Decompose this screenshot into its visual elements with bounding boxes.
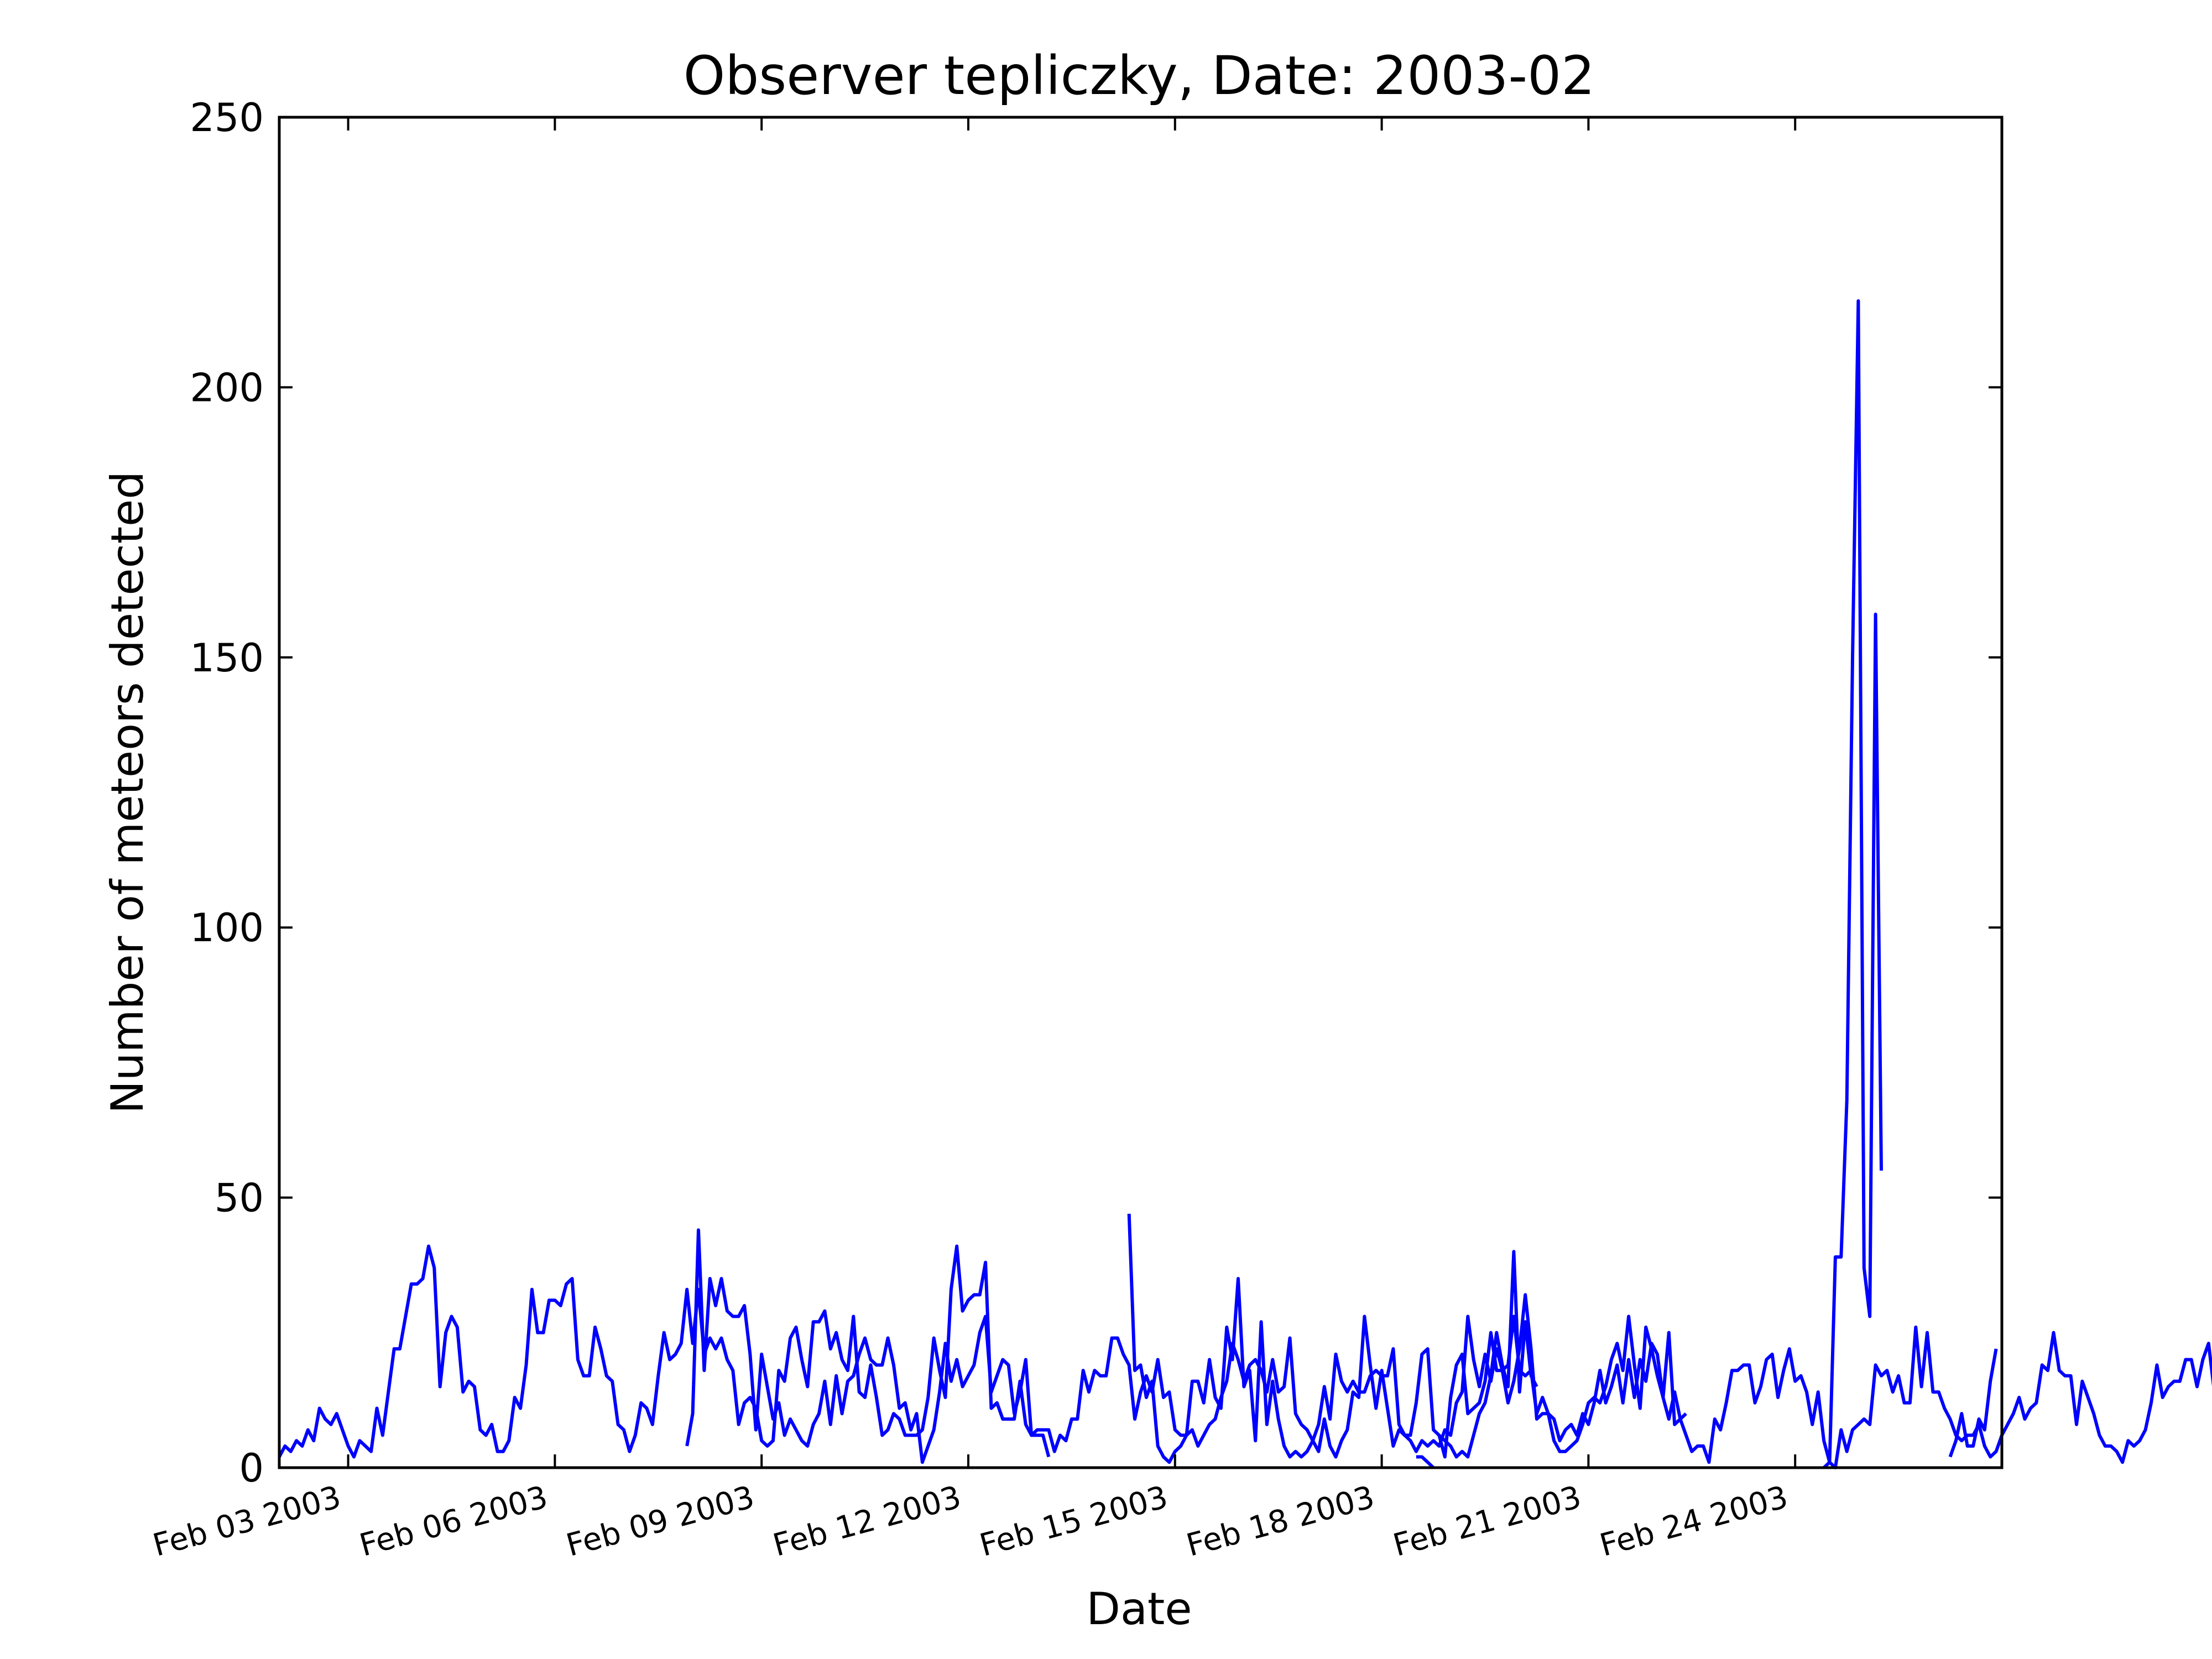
y-tick-label: 250 [190, 95, 264, 140]
plot-area [279, 117, 2002, 1468]
series-line-segment [1416, 1455, 1435, 1469]
y-tick-label: 150 [190, 635, 264, 681]
x-axis-label: Date [1086, 1583, 1192, 1635]
y-axis-label: Number of meteors detected [102, 471, 153, 1114]
y-tick-label: 50 [215, 1176, 264, 1221]
series-line-segment [1823, 299, 1883, 1469]
chart-title: Observer tepliczky, Date: 2003-02 [684, 45, 1595, 107]
plot-frame [278, 116, 2004, 1469]
series-line-segment [1127, 1213, 1687, 1464]
y-tick-label: 100 [190, 905, 264, 951]
y-axis-ticks: 0 50 100 150 200 250 [190, 95, 2002, 1491]
y-tick-label: 200 [190, 365, 264, 410]
series-line-segment [1437, 1293, 2212, 1469]
y-tick-label: 0 [239, 1446, 264, 1491]
series-line-segment [1948, 1348, 1998, 1458]
series-line-segment [278, 1244, 1051, 1459]
series-line-segment [685, 1228, 1538, 1464]
series-layer [278, 299, 2212, 1469]
